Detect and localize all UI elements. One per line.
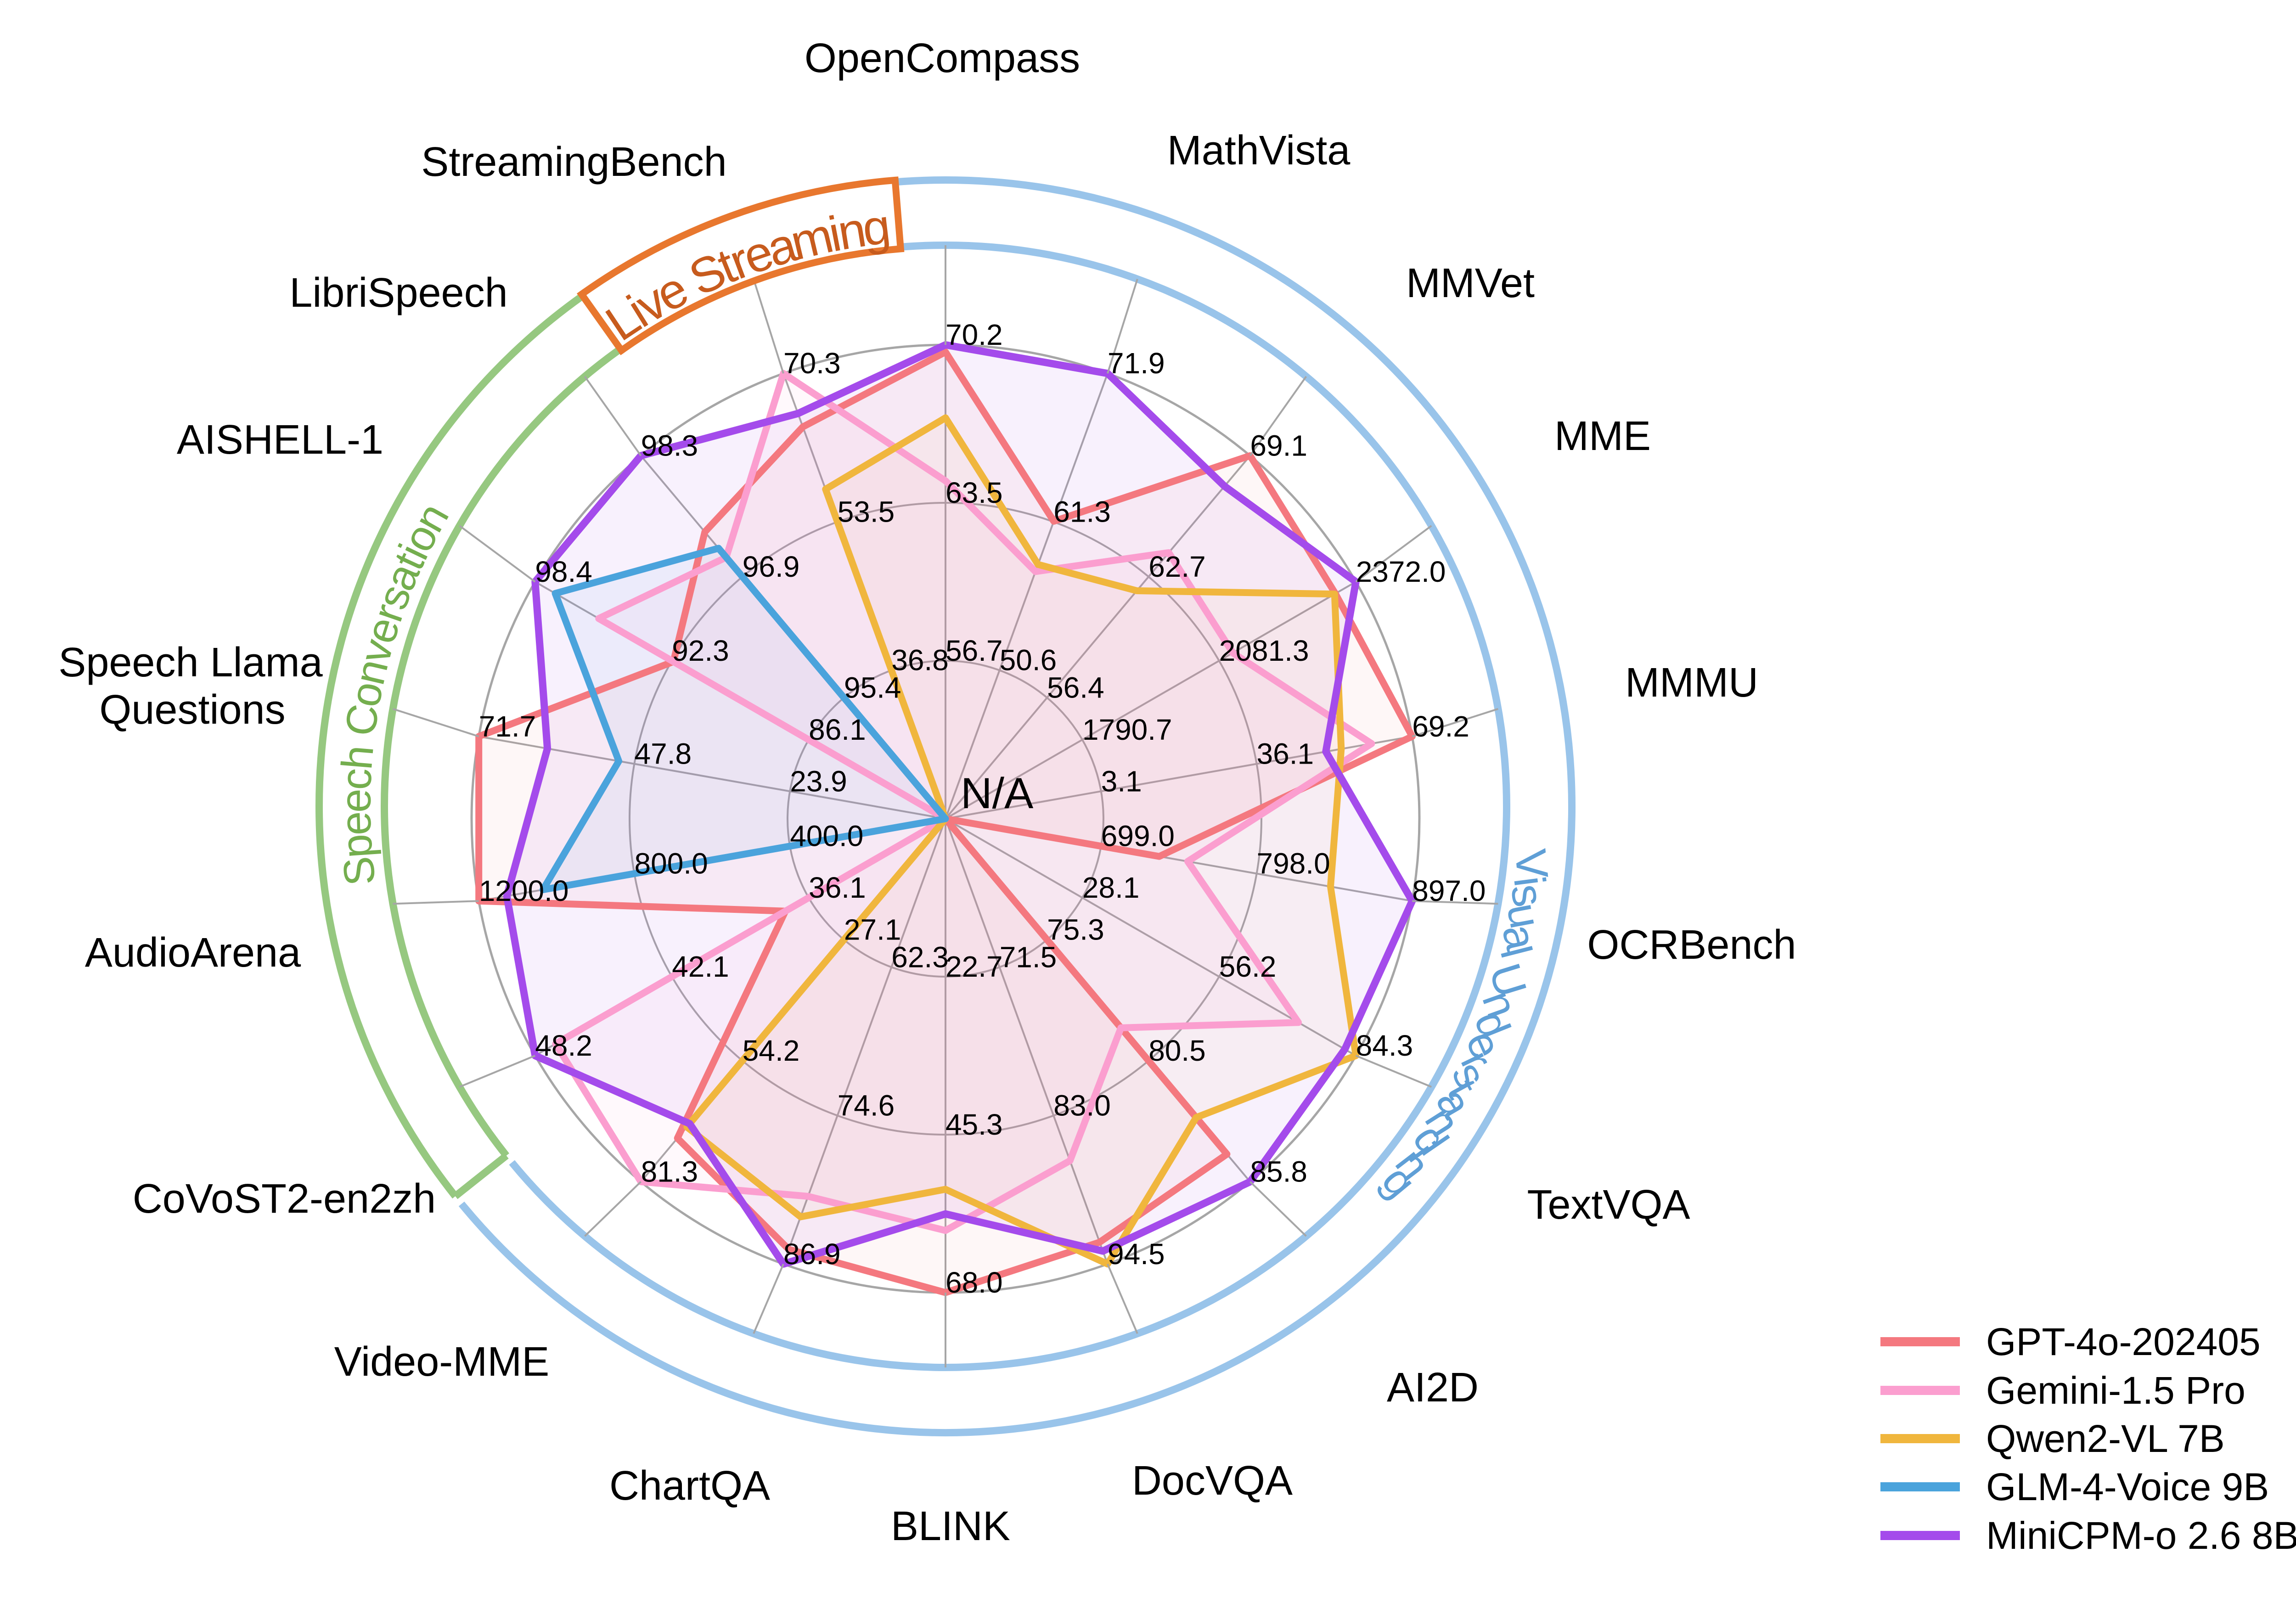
svg-text:C: C	[336, 701, 388, 739]
svg-text:N/A: N/A	[961, 769, 1034, 818]
svg-text:e: e	[331, 788, 380, 813]
svg-text:AI2D: AI2D	[1387, 1365, 1479, 1411]
svg-text:54.2: 54.2	[743, 1034, 800, 1067]
svg-text:62.3: 62.3	[891, 940, 949, 973]
svg-text:AudioArena: AudioArena	[85, 930, 301, 976]
svg-text:Gemini-1.5 Pro: Gemini-1.5 Pro	[1986, 1369, 2245, 1412]
svg-text:45.3: 45.3	[945, 1108, 1003, 1141]
svg-text:71.7: 71.7	[479, 710, 536, 743]
svg-text:StreamingBench: StreamingBench	[421, 139, 726, 185]
svg-text:LibriSpeech: LibriSpeech	[289, 270, 507, 316]
svg-text:DocVQA: DocVQA	[1132, 1458, 1293, 1504]
svg-text:42.1: 42.1	[672, 950, 729, 983]
svg-text:800.0: 800.0	[635, 847, 708, 880]
svg-text:83.0: 83.0	[1053, 1089, 1111, 1122]
svg-text:61.3: 61.3	[1053, 495, 1111, 529]
svg-text:62.7: 62.7	[1148, 550, 1206, 583]
svg-text:AISHELL-1: AISHELL-1	[177, 417, 383, 463]
svg-text:53.5: 53.5	[838, 495, 895, 529]
svg-text:Video-MME: Video-MME	[334, 1339, 550, 1385]
svg-text:OpenCompass: OpenCompass	[805, 35, 1080, 81]
svg-text:98.3: 98.3	[641, 429, 698, 462]
svg-text:1790.7: 1790.7	[1082, 713, 1172, 746]
svg-text:TextVQA: TextVQA	[1527, 1182, 1690, 1228]
svg-text:OCRBench: OCRBench	[1587, 922, 1796, 968]
svg-text:50.6: 50.6	[1000, 644, 1057, 677]
svg-text:47.8: 47.8	[635, 737, 692, 771]
svg-text:400.0: 400.0	[790, 820, 863, 853]
svg-text:GPT-4o-202405: GPT-4o-202405	[1986, 1320, 2261, 1363]
svg-text:94.5: 94.5	[1108, 1237, 1165, 1271]
svg-text:2372.0: 2372.0	[1356, 555, 1446, 588]
svg-text:MMMU: MMMU	[1625, 660, 1758, 706]
svg-text:1200.0: 1200.0	[479, 874, 569, 907]
svg-text:69.1: 69.1	[1250, 429, 1307, 462]
svg-text:63.5: 63.5	[945, 476, 1003, 509]
svg-text:22.7: 22.7	[945, 950, 1003, 983]
svg-text:897.0: 897.0	[1412, 874, 1486, 907]
svg-text:27.1: 27.1	[844, 913, 901, 946]
svg-text:e: e	[331, 810, 380, 836]
svg-text:MiniCPM-o 2.6 8B: MiniCPM-o 2.6 8B	[1986, 1514, 2296, 1557]
svg-text:98.4: 98.4	[535, 555, 592, 588]
svg-text:56.7: 56.7	[945, 634, 1003, 667]
svg-text:MME: MME	[1554, 413, 1651, 459]
svg-text:81.3: 81.3	[641, 1155, 698, 1188]
svg-text:68.0: 68.0	[945, 1266, 1003, 1299]
svg-text:MathVista: MathVista	[1167, 128, 1351, 174]
svg-text:GLM-4-Voice 9B: GLM-4-Voice 9B	[1986, 1465, 2269, 1508]
svg-text:75.3: 75.3	[1047, 913, 1104, 946]
svg-text:23.9: 23.9	[790, 765, 847, 798]
svg-text:Questions: Questions	[99, 687, 285, 733]
svg-text:36.1: 36.1	[809, 871, 866, 904]
svg-text:71.5: 71.5	[1000, 940, 1057, 973]
svg-text:86.1: 86.1	[809, 713, 866, 746]
svg-text:48.2: 48.2	[535, 1029, 592, 1062]
svg-text:S: S	[333, 854, 384, 888]
svg-text:69.2: 69.2	[1412, 710, 1469, 743]
svg-text:84.3: 84.3	[1356, 1029, 1413, 1062]
svg-text:699.0: 699.0	[1101, 820, 1175, 853]
svg-text:Speech Llama: Speech Llama	[58, 640, 323, 686]
svg-text:p: p	[332, 832, 382, 860]
svg-text:36.8: 36.8	[891, 644, 949, 677]
svg-text:ChartQA: ChartQA	[609, 1463, 770, 1509]
svg-text:96.9: 96.9	[743, 550, 800, 583]
svg-text:70.2: 70.2	[945, 318, 1003, 351]
svg-text:85.8: 85.8	[1250, 1155, 1307, 1188]
svg-text:36.1: 36.1	[1257, 737, 1314, 771]
svg-text:80.5: 80.5	[1148, 1034, 1206, 1067]
svg-text:74.6: 74.6	[838, 1089, 895, 1122]
svg-text:g: g	[860, 198, 894, 256]
svg-text:56.2: 56.2	[1219, 950, 1277, 983]
svg-text:86.9: 86.9	[783, 1237, 841, 1271]
svg-text:56.4: 56.4	[1047, 671, 1104, 704]
svg-text:2081.3: 2081.3	[1219, 634, 1309, 667]
svg-text:V: V	[1505, 847, 1557, 881]
svg-text:3.1: 3.1	[1101, 765, 1142, 798]
svg-text:CoVoST2-en2zh: CoVoST2-en2zh	[133, 1176, 436, 1222]
svg-text:95.4: 95.4	[844, 671, 901, 704]
svg-text:28.1: 28.1	[1082, 871, 1140, 904]
svg-text:71.9: 71.9	[1108, 347, 1165, 380]
svg-text:92.3: 92.3	[672, 634, 729, 667]
svg-text:Qwen2-VL 7B: Qwen2-VL 7B	[1986, 1417, 2225, 1460]
svg-text:798.0: 798.0	[1257, 847, 1330, 880]
svg-text:70.3: 70.3	[783, 347, 841, 380]
svg-text:c: c	[332, 767, 381, 791]
svg-text:MMVet: MMVet	[1406, 260, 1535, 306]
svg-text:BLINK: BLINK	[891, 1503, 1010, 1549]
svg-text:h: h	[332, 743, 383, 771]
